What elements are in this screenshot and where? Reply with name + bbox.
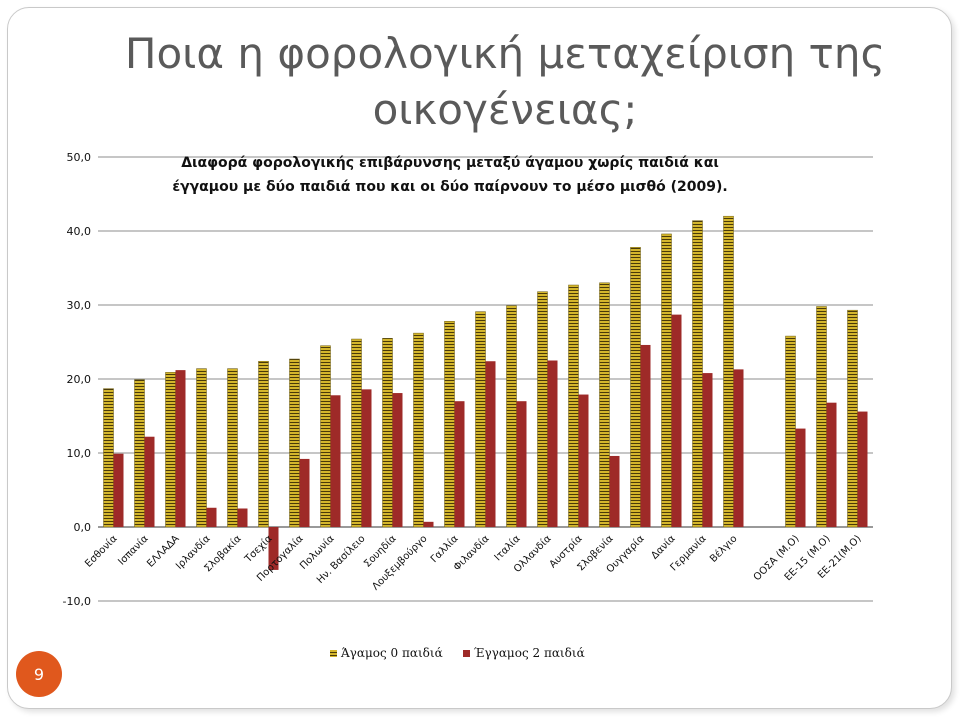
y-tick-label: 20,0 xyxy=(67,373,92,386)
x-tick-label: Λουξεμβούργο xyxy=(370,533,430,593)
bar-married xyxy=(175,370,186,527)
bar-single xyxy=(537,291,548,528)
bar-married xyxy=(392,393,403,527)
legend-swatch-single xyxy=(330,649,337,657)
bar-married xyxy=(299,458,310,527)
bar-single xyxy=(289,358,300,528)
bar-single xyxy=(475,311,486,528)
legend-label-married: Έγγαμος 2 παιδιά xyxy=(473,646,585,660)
y-axis-ticks: -10,0 0,0 10,0 20,0 30,0 40,0 50,0 xyxy=(63,151,91,608)
x-tick-label: Δανία xyxy=(649,532,678,561)
bar-single xyxy=(847,309,858,528)
y-tick-label: 0,0 xyxy=(74,521,92,534)
bar-single xyxy=(568,284,579,528)
bar-married xyxy=(206,507,217,527)
bar-married xyxy=(795,428,806,527)
chart-legend: Άγαμος 0 παιδιά Έγγαμος 2 παιδιά xyxy=(330,646,585,660)
bar-single xyxy=(351,338,362,528)
bar-single xyxy=(165,372,176,528)
bar-married xyxy=(268,527,279,570)
bar-single xyxy=(196,368,207,528)
page-number-badge: 9 xyxy=(16,651,62,697)
x-tick-label: Βέλγιο xyxy=(707,533,739,565)
bar-married xyxy=(454,401,465,527)
bar-married xyxy=(826,402,837,527)
bar-married xyxy=(361,389,372,527)
bar-single xyxy=(382,338,393,528)
bar-married xyxy=(578,394,589,527)
bar-married xyxy=(144,436,155,527)
bar-married xyxy=(330,395,341,527)
x-tick-label: Εσθονία xyxy=(83,532,120,569)
bar-single xyxy=(816,306,827,528)
chart-title: Διαφορά φορολογικής επιβάρυνσης μεταξύ ά… xyxy=(110,151,790,199)
slide-title: Ποια η φορολογική μεταχείριση της οικογέ… xyxy=(120,26,890,138)
bar-married xyxy=(423,521,434,527)
bars xyxy=(103,215,868,570)
legend-swatch-married xyxy=(462,649,470,657)
y-tick-label: 10,0 xyxy=(67,447,92,460)
bar-married xyxy=(640,344,651,527)
bar-single xyxy=(661,233,672,528)
bar-single xyxy=(630,247,641,528)
y-tick-label: 50,0 xyxy=(67,151,92,164)
bar-married xyxy=(237,508,248,527)
bar-married xyxy=(671,314,682,527)
bar-married xyxy=(485,361,496,527)
bar-single xyxy=(785,335,796,528)
bar-single xyxy=(723,215,734,528)
bar-single xyxy=(692,220,703,528)
bar-single xyxy=(258,360,269,528)
bar-single xyxy=(506,305,517,528)
legend-label-single: Άγαμος 0 παιδιά xyxy=(341,646,443,660)
chart-title-line1: Διαφορά φορολογικής επιβάρυνσης μεταξύ ά… xyxy=(181,155,719,171)
legend-item-married: Έγγαμος 2 παιδιά xyxy=(462,646,585,660)
bar-married xyxy=(113,453,124,527)
bar-married xyxy=(857,411,868,527)
bar-single xyxy=(103,388,114,528)
legend-item-single: Άγαμος 0 παιδιά xyxy=(330,646,443,660)
bar-married xyxy=(733,369,744,527)
y-tick-label: -10,0 xyxy=(63,595,91,608)
bar-single xyxy=(227,368,238,528)
bar-married xyxy=(702,373,713,527)
bar-married xyxy=(609,455,620,527)
slide-title-line1: Ποια η φορολογική μεταχείριση της xyxy=(124,29,886,78)
bar-single xyxy=(320,345,331,528)
bar-single xyxy=(599,282,610,528)
bar-married xyxy=(516,401,527,527)
y-tick-label: 40,0 xyxy=(67,225,92,238)
bar-married xyxy=(547,360,558,527)
chart-title-line2: έγγαμου με δύο παιδιά που και οι δύο παί… xyxy=(172,179,728,195)
x-tick-label: Ιταλία xyxy=(492,532,523,563)
bar-single xyxy=(134,379,145,528)
bar-single xyxy=(444,321,455,528)
bar-single xyxy=(413,332,424,528)
slide-title-line2: οικογένειας; xyxy=(372,85,638,134)
y-tick-label: 30,0 xyxy=(67,299,92,312)
